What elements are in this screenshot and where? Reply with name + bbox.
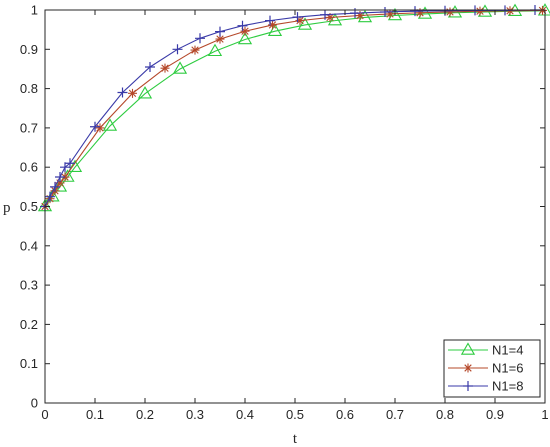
legend-item: N1=4: [448, 342, 523, 358]
data-point: [325, 12, 335, 22]
x-axis-label: t: [293, 431, 298, 447]
data-point: [172, 44, 183, 55]
data-point: [385, 9, 395, 19]
y-tick-label: 0.2: [20, 317, 38, 332]
y-tick-label: 0.4: [20, 238, 38, 253]
data-point: [267, 23, 283, 36]
data-point: [172, 61, 188, 74]
legend: N1=4 N1=6 N1=8: [443, 339, 541, 398]
data-point: [207, 43, 223, 57]
x-tick-label: 0.2: [136, 407, 154, 422]
data-point: [45, 191, 55, 202]
y-tick-label: 0.9: [20, 42, 38, 57]
data-point: [128, 88, 137, 98]
legend-label: N1=8: [492, 379, 523, 394]
data-point: [268, 20, 277, 30]
data-point: [215, 34, 225, 44]
data-point: [137, 86, 153, 99]
x-tick-label: 0: [41, 407, 48, 422]
data-point: [240, 26, 250, 36]
data-point: [145, 61, 155, 72]
y-tick-label: 0.1: [20, 356, 38, 371]
x-tick-label: 0.6: [336, 407, 354, 422]
data-point: [475, 6, 485, 16]
y-tick-label: 0.6: [20, 160, 38, 175]
y-tick-label: 1: [31, 3, 38, 18]
data-point: [380, 6, 390, 17]
x-tick-label: 0.9: [486, 407, 504, 422]
y-tick-label: 0.7: [20, 120, 38, 135]
y-tick-label: 0.8: [20, 81, 38, 96]
data-point: [55, 178, 65, 188]
legend-item: N1=8: [448, 379, 523, 394]
data-point: [65, 158, 75, 169]
data-point: [190, 45, 200, 55]
data-point: [445, 7, 455, 17]
x-tick-label: 0.4: [236, 407, 254, 422]
y-axis-label: p: [3, 200, 11, 216]
legend-item: N1=6: [448, 361, 523, 376]
x-tick-label: 0.3: [186, 407, 204, 422]
legend-label: N1=4: [492, 343, 523, 358]
data-point: [415, 8, 425, 18]
legend-marker: [460, 342, 476, 355]
legend-label: N1=6: [492, 361, 523, 376]
legend-marker: [463, 363, 473, 373]
data-point: [102, 118, 118, 131]
data-point: [265, 15, 275, 26]
data-point: [50, 181, 60, 192]
data-point: [90, 121, 100, 132]
data-point: [410, 6, 420, 17]
data-point: [237, 20, 248, 31]
x-tick-label: 0.7: [386, 407, 404, 422]
axis-ticks: 0 0.1 0.2 0.3 0.4 0.5 0.6 0.7 0.8 0.9 1 0 0.1 0.2 0.3 0…: [20, 3, 549, 423]
x-tick-label: 0.5: [286, 407, 304, 422]
data-point: [215, 26, 225, 37]
y-tick-label: 0.3: [20, 278, 38, 293]
data-point: [295, 16, 305, 26]
data-point: [67, 159, 83, 172]
data-point: [55, 172, 65, 183]
x-tick-label: 0.1: [86, 407, 104, 422]
y-tick-label: 0: [31, 396, 38, 411]
data-point: [195, 33, 205, 44]
data-point: [160, 63, 170, 73]
data-point: [320, 9, 330, 20]
data-point: [292, 12, 303, 23]
y-tick-label: 0.5: [20, 199, 38, 214]
x-tick-label: 0.8: [436, 407, 454, 422]
legend-marker: [463, 381, 473, 391]
data-point: [355, 11, 365, 21]
data-point: [95, 123, 105, 133]
data-point: [357, 9, 373, 23]
x-tick-label: 1: [541, 407, 548, 422]
data-point: [117, 87, 128, 98]
data-point: [237, 31, 253, 45]
data-point: [297, 17, 313, 30]
